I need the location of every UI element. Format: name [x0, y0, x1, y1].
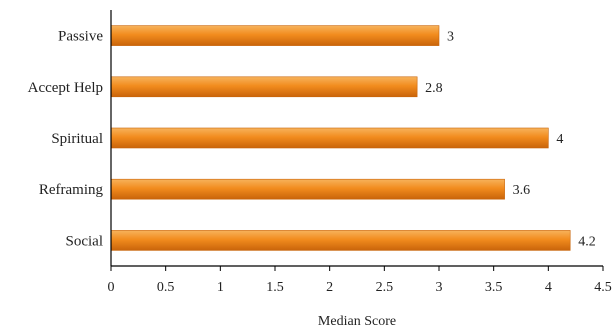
x-tick-label: 1: [217, 280, 224, 295]
x-tick-label: 0.5: [157, 280, 175, 295]
category-label: Social: [66, 233, 104, 249]
x-tick-label: 4.5: [594, 280, 612, 295]
value-label: 4.2: [578, 234, 596, 249]
value-label: 3: [447, 30, 454, 45]
x-tick-label: 3: [436, 280, 443, 295]
x-tick-label: 2.5: [376, 280, 394, 295]
x-tick-label: 4: [545, 280, 552, 295]
bar-reframing: [110, 178, 505, 200]
value-labels: 3 2.8 4 3.6 4.2: [425, 30, 596, 250]
value-label: 2.8: [425, 81, 443, 96]
x-axis-ticks: 0 0.5 1 1.5 2 2.5 3 3.5 4 4.5: [108, 266, 612, 295]
category-label: Spiritual: [51, 131, 103, 147]
category-label: Accept Help: [28, 80, 103, 96]
x-tick-label: 1.5: [266, 280, 284, 295]
category-label: Reframing: [39, 182, 104, 198]
value-label: 3.6: [513, 183, 531, 198]
x-axis-title: Median Score: [318, 314, 396, 329]
x-tick-label: 3.5: [485, 280, 503, 295]
category-label: Passive: [58, 29, 103, 45]
bars-group: [110, 25, 571, 251]
category-labels: Passive Accept Help Spiritual Reframing Soci…: [28, 29, 104, 250]
x-tick-label: 2: [326, 280, 333, 295]
bar-accept-help: [110, 76, 418, 98]
bar-spiritual: [110, 127, 549, 149]
bar-passive: [110, 25, 440, 46]
value-label: 4: [556, 132, 563, 147]
x-tick-label: 0: [108, 280, 115, 295]
bar-social: [110, 230, 571, 251]
